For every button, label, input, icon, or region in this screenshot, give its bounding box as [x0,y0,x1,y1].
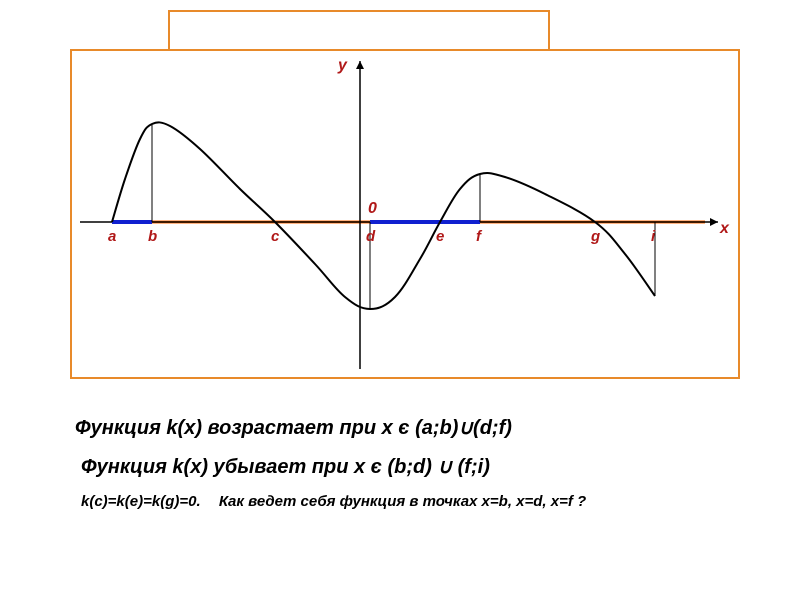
tick-label-b: b [148,228,157,245]
origin-label: 0 [368,200,377,218]
caption-decreasing: Функция k(x) убывает при x є (b;d) ∪ (f;… [81,454,745,479]
caption-question: Как ведет себя функция в точках x=b, x=d… [219,493,586,510]
caption-decreasing-prefix: Функция k(x) убывает при x є [81,456,387,478]
tick-label-e: e [436,228,444,245]
caption-increasing-intervals: (a;b)∪(d;f) [415,417,512,439]
x-axis-label: x [720,220,729,238]
function-chart [70,49,740,379]
caption-zeros-question: k(c)=k(e)=k(g)=0. Как ведет себя функция… [81,493,745,510]
caption-area: Функция k(x) возрастает при x є (a;b)∪(d… [75,415,745,510]
caption-increasing: Функция k(x) возрастает при x є (a;b)∪(d… [75,415,745,440]
x-axis-arrow-icon [710,218,718,226]
caption-decreasing-intervals: (b;d) ∪ (f;i) [387,456,489,478]
function-curve [112,122,655,309]
tick-label-d: d [366,228,375,245]
top-panel-border [168,10,550,50]
caption-increasing-prefix: Функция k(x) возрастает при x є [75,417,415,439]
y-axis-label: y [338,57,347,75]
tick-label-c: c [271,228,279,245]
tick-label-f: f [476,228,481,245]
y-axis-arrow-icon [356,61,364,69]
caption-zeros: k(c)=k(e)=k(g)=0. [81,493,201,510]
tick-label-i: i [651,228,655,245]
tick-label-a: a [108,228,116,245]
tick-label-g: g [591,228,600,245]
